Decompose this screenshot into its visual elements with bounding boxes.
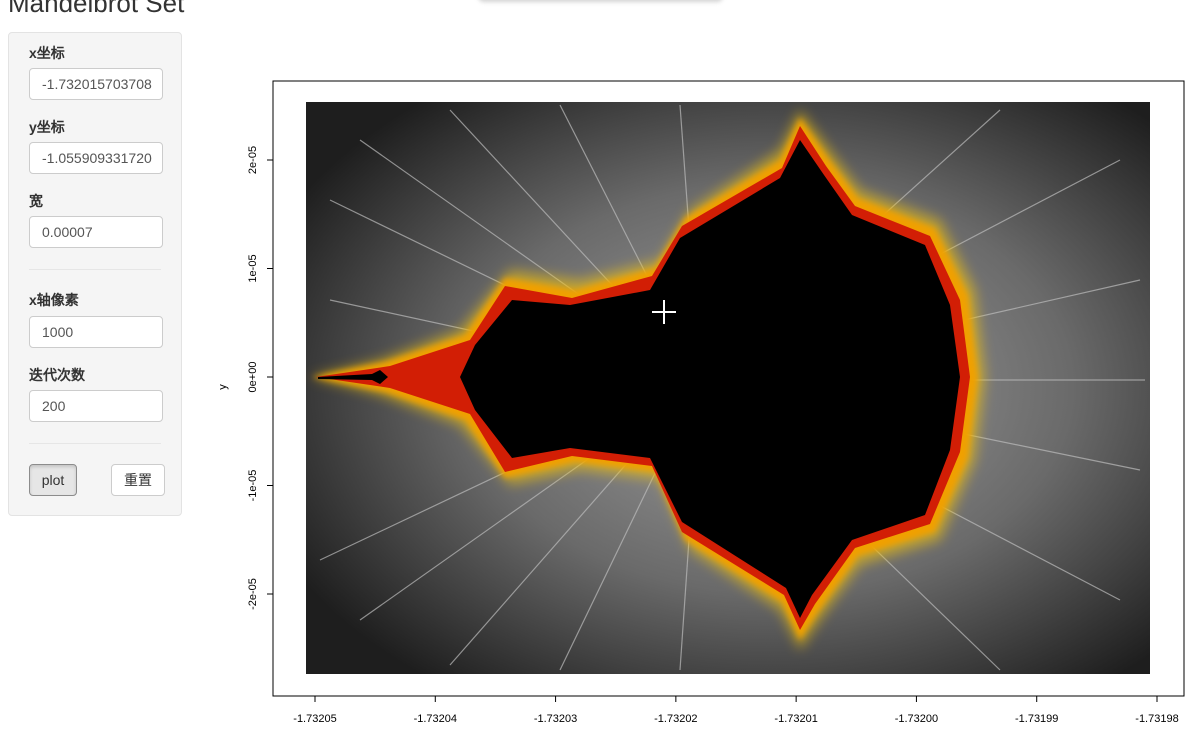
y-coord-label: y坐标 — [29, 119, 65, 135]
x-coord-label: x坐标 — [29, 45, 65, 61]
fractal-image — [306, 102, 1150, 674]
app-title: Mandelbrot Set — [8, 0, 185, 18]
x-tick-label: -1.73199 — [1015, 713, 1058, 725]
control-panel: x坐标 -1.732015703708 y坐标 -1.055909331720 … — [8, 32, 182, 516]
y-tick-label: -1e-05 — [247, 470, 259, 502]
y-axis: -2e-05 -1e-05 0e+00 1e-05 2e-05 — [247, 146, 273, 610]
y-tick-label: 1e-05 — [247, 254, 259, 282]
iterations-input[interactable]: 200 — [29, 390, 163, 422]
x-tick-label: -1.73203 — [534, 713, 577, 725]
y-coord-input[interactable]: -1.055909331720 — [29, 142, 163, 174]
width-input[interactable]: 0.00007 — [29, 216, 163, 248]
x-tick-label: -1.73201 — [774, 713, 817, 725]
x-pixels-input[interactable]: 1000 — [29, 316, 163, 348]
x-tick-label: -1.73202 — [654, 713, 697, 725]
y-axis-label: y — [217, 384, 229, 390]
width-label: 宽 — [29, 193, 43, 209]
x-tick-label: -1.73200 — [895, 713, 938, 725]
x-axis: -1.73205 -1.73204 -1.73203 -1.73202 -1.73201… — [293, 696, 1179, 725]
plot-button[interactable]: plot — [29, 464, 77, 496]
x-pixels-label: x轴像素 — [29, 292, 79, 308]
x-tick-label: -1.73205 — [293, 713, 336, 725]
divider — [29, 269, 161, 270]
reset-button[interactable]: 重置 — [111, 464, 165, 496]
iterations-label: 迭代次数 — [29, 367, 85, 383]
divider — [29, 443, 161, 444]
y-tick-label: 0e+00 — [247, 362, 259, 393]
x-coord-input[interactable]: -1.732015703708 — [29, 68, 163, 100]
y-tick-label: 2e-05 — [247, 146, 259, 174]
x-tick-label: -1.73204 — [414, 713, 457, 725]
blurred-header-text — [478, 0, 723, 2]
x-tick-label: -1.73198 — [1135, 713, 1178, 725]
crosshair-cursor — [652, 300, 676, 324]
y-tick-label: -2e-05 — [247, 578, 259, 610]
